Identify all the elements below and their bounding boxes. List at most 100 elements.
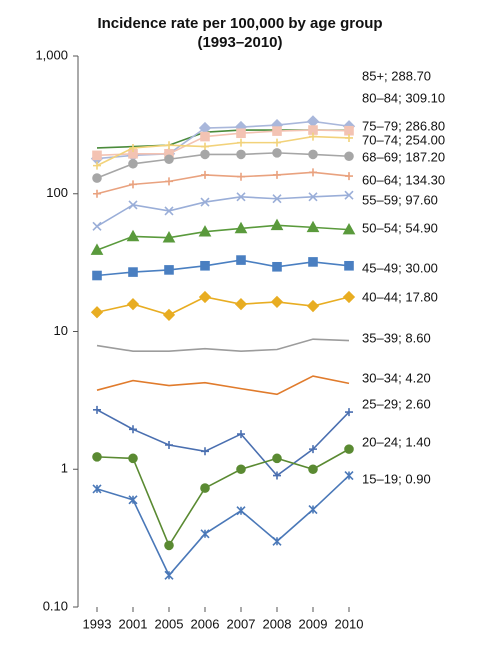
series-line <box>96 120 350 160</box>
marker <box>344 470 354 481</box>
marker <box>272 536 282 546</box>
marker <box>272 194 282 204</box>
marker <box>344 260 354 271</box>
marker <box>273 471 281 480</box>
marker <box>129 180 137 189</box>
x-tick-label: 2010 <box>335 616 364 631</box>
marker <box>342 290 356 304</box>
series-label: 45–49; 30.00 <box>362 260 438 275</box>
marker <box>164 154 174 165</box>
series-line <box>96 338 350 352</box>
series-line <box>96 129 350 157</box>
marker <box>309 168 317 177</box>
series-label: 68–69; 187.20 <box>362 149 445 164</box>
marker <box>236 255 246 265</box>
marker <box>236 506 246 516</box>
y-tick-label: 1,000 <box>35 47 68 62</box>
marker <box>198 225 212 237</box>
marker <box>236 128 246 139</box>
marker <box>344 190 354 200</box>
marker <box>92 221 102 231</box>
marker <box>162 308 176 322</box>
series-label: 40–44; 17.80 <box>362 289 438 304</box>
chart-title: Incidence rate per 100,000 by age group <box>97 15 382 32</box>
marker <box>309 445 317 454</box>
marker <box>128 495 138 505</box>
marker <box>90 306 104 319</box>
x-tick-label: 1993 <box>83 616 112 631</box>
marker <box>92 484 102 494</box>
series-label: 60–64; 134.30 <box>362 172 445 187</box>
marker <box>126 229 140 242</box>
series-line <box>96 194 350 228</box>
marker <box>272 261 282 272</box>
x-tick-label: 2006 <box>191 616 220 631</box>
marker <box>164 265 174 275</box>
chart-subtitle: (1993–2010) <box>197 34 282 51</box>
marker <box>201 142 209 151</box>
marker <box>308 464 318 475</box>
series-label: 75–79; 286.80 <box>362 118 445 133</box>
marker <box>342 222 356 235</box>
x-tick-label: 2001 <box>119 616 148 631</box>
x-tick-label: 2007 <box>227 616 256 631</box>
series-label: 85+; 288.70 <box>362 68 431 83</box>
series-line <box>96 375 350 396</box>
marker <box>237 172 245 181</box>
marker <box>272 148 282 158</box>
series-label: 50–54; 54.90 <box>362 220 438 235</box>
marker <box>270 218 284 231</box>
marker <box>234 298 248 311</box>
marker <box>345 172 353 181</box>
series-line <box>96 135 350 167</box>
series-line <box>96 224 350 251</box>
series-line <box>96 171 350 195</box>
marker <box>270 295 284 309</box>
series-label: 25–29; 2.60 <box>362 396 431 411</box>
series-label: 80–84; 309.10 <box>362 90 445 105</box>
marker <box>200 149 210 160</box>
marker <box>126 298 140 311</box>
marker <box>128 453 138 464</box>
marker <box>272 453 282 464</box>
marker <box>129 425 137 434</box>
marker <box>164 206 174 216</box>
marker <box>308 192 318 202</box>
x-tick-label: 2009 <box>299 616 328 631</box>
marker <box>200 260 210 271</box>
series-line <box>96 448 350 548</box>
marker <box>93 161 101 170</box>
marker <box>93 189 101 198</box>
marker <box>344 151 354 162</box>
y-tick-label: 10 <box>54 323 68 338</box>
marker <box>92 452 102 462</box>
marker <box>164 570 174 580</box>
marker <box>237 138 245 147</box>
series-line <box>96 259 350 277</box>
marker <box>306 220 320 233</box>
series-label: 70–74; 254.00 <box>362 132 445 147</box>
marker <box>308 257 318 267</box>
marker <box>90 243 104 255</box>
marker <box>162 231 176 243</box>
marker <box>308 149 318 160</box>
marker <box>128 158 138 169</box>
marker <box>93 405 101 414</box>
marker <box>201 447 209 456</box>
marker <box>308 504 318 515</box>
marker <box>200 529 210 539</box>
marker <box>273 170 281 179</box>
y-tick-label: 1 <box>61 461 68 476</box>
marker <box>345 133 353 142</box>
series-line <box>96 296 350 316</box>
marker <box>92 270 102 281</box>
marker <box>200 483 210 493</box>
marker <box>92 150 102 161</box>
marker <box>237 430 245 439</box>
x-tick-label: 2005 <box>155 616 184 631</box>
marker <box>236 464 246 475</box>
series-label: 35–39; 8.60 <box>362 330 431 345</box>
series-label: 20–24; 1.40 <box>362 434 431 449</box>
series-line <box>96 152 350 179</box>
